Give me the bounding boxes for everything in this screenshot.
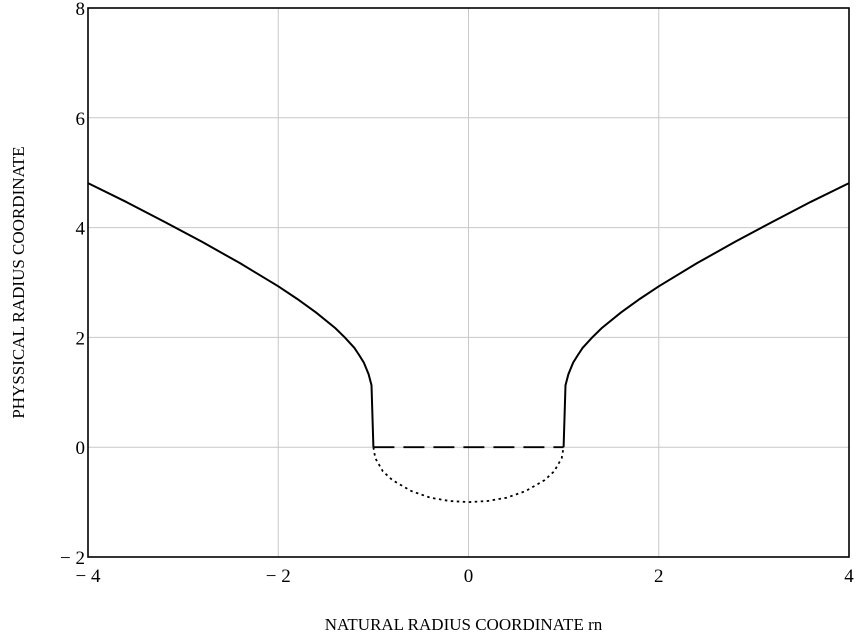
y-tick-label: − 2 xyxy=(60,548,85,569)
y-tick-label: 8 xyxy=(76,0,86,20)
y-tick-label: 4 xyxy=(76,219,86,240)
x-tick-label: 4 xyxy=(844,566,854,587)
x-tick-label: 2 xyxy=(654,566,664,587)
series-solid-line-1 xyxy=(562,182,850,448)
series-solid-line-0 xyxy=(87,182,375,448)
grid-lines xyxy=(87,7,850,558)
plot-area-frame xyxy=(87,7,850,558)
x-tick-label: − 2 xyxy=(266,566,291,587)
y-tick-label: 0 xyxy=(76,438,86,459)
x-axis-label: NATURAL RADIUS COORDINATE rn xyxy=(325,615,603,634)
x-tick-label: − 4 xyxy=(76,566,101,587)
x-tick-label: 0 xyxy=(464,566,474,587)
y-tick-label: 6 xyxy=(76,109,86,130)
y-tick-label: 2 xyxy=(76,328,86,349)
y-axis-label: PHYSSICAL RADIUS COORDINATE xyxy=(9,146,28,418)
series-lines xyxy=(87,182,850,504)
series-dotted-line-3 xyxy=(372,447,565,504)
